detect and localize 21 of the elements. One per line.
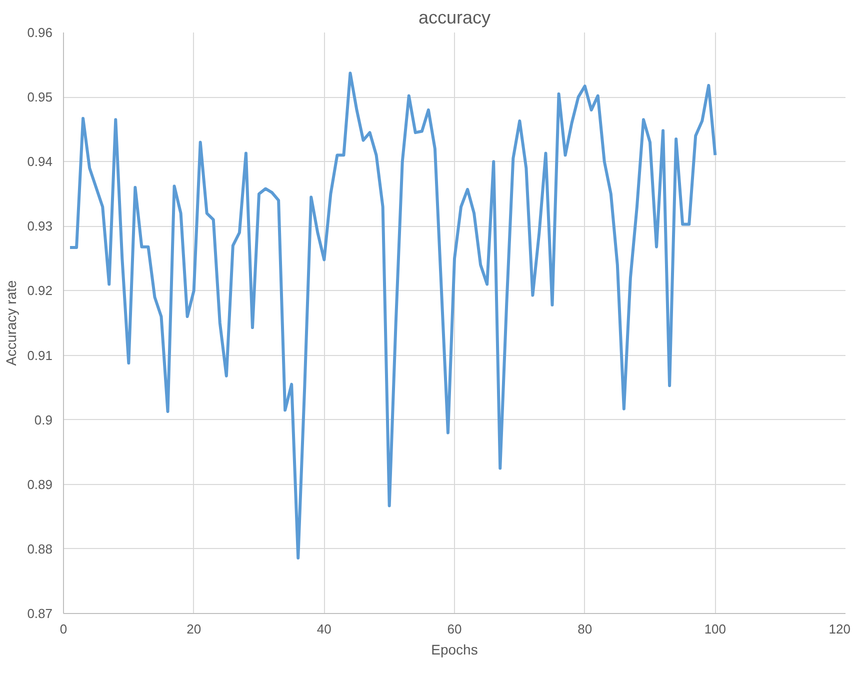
x-tick-label: 20: [186, 622, 202, 636]
y-tick-label: 0.96: [27, 25, 53, 40]
x-tick-label: 0: [60, 622, 68, 636]
x-tick-label: 40: [316, 622, 332, 636]
y-tick-label: 0.9: [34, 412, 53, 428]
x-axis-title: Epochs: [431, 642, 478, 658]
y-axis-title: Accuracy rate: [3, 280, 20, 366]
y-tick-label: 0.91: [27, 348, 53, 363]
line-series: [68, 72, 717, 560]
y-tick-label: 0.93: [27, 218, 53, 234]
y-tick-label: 0.92: [27, 283, 53, 298]
y-tick-label: 0.88: [27, 541, 53, 556]
x-tick-label: 100: [704, 622, 726, 636]
y-tick-label: 0.87: [27, 606, 53, 621]
x-tick-label: 120: [828, 622, 851, 636]
x-tick-label: 60: [447, 622, 462, 636]
x-tick-label: 80: [578, 622, 592, 636]
y-tick-label: 0.94: [27, 154, 53, 170]
y-tick-label: 0.89: [27, 476, 53, 492]
y-tick-label: 0.95: [27, 90, 53, 105]
chart-title: accuracy: [418, 8, 491, 28]
